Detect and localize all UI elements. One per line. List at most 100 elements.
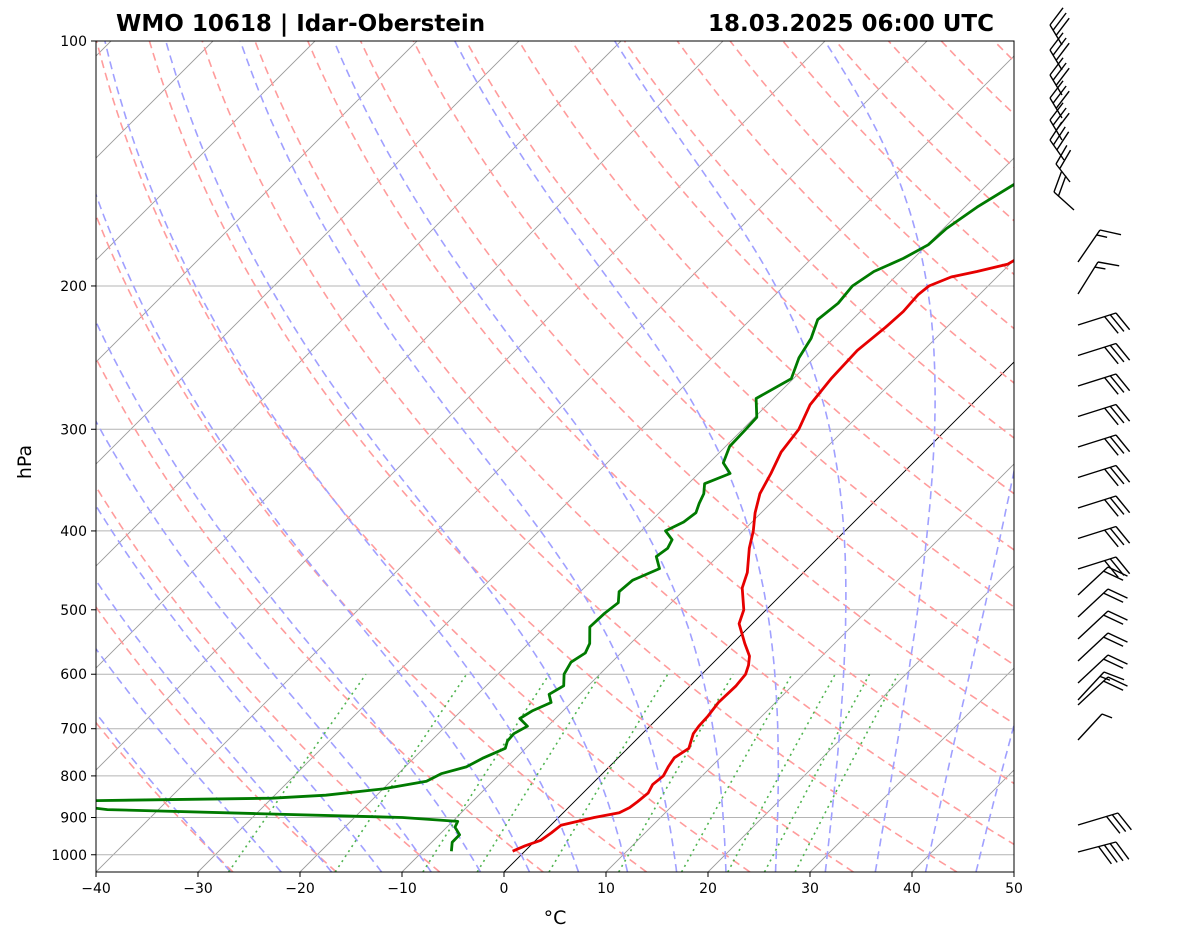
wind-barb-flag	[1052, 37, 1067, 56]
wind-barb-flag	[1104, 407, 1119, 426]
wind-barb-flag	[1094, 266, 1106, 270]
wind-barb-flag	[1115, 373, 1131, 392]
dry-adiabat	[782, 41, 1014, 276]
wind-barb-flag	[1097, 261, 1120, 267]
wind-barb-flag	[1104, 499, 1119, 517]
moist-adiabat	[454, 41, 780, 872]
x-tick-label: 20	[699, 881, 717, 897]
y-tick-label: 500	[60, 603, 87, 619]
wind-barb-flag	[1055, 90, 1070, 109]
dry-adiabat	[1047, 41, 1181, 872]
wind-barb-flag	[1052, 85, 1067, 104]
wind-barb-flag	[1049, 7, 1064, 26]
x-tick-label: 50	[1005, 881, 1023, 897]
wind-barb-staff	[1077, 588, 1109, 618]
wind-barb-flag	[1104, 529, 1119, 548]
wind-barb-flag	[1098, 846, 1112, 865]
wind-barb-flag	[1109, 843, 1124, 862]
moist-adiabat	[96, 579, 333, 872]
y-tick-label: 900	[60, 811, 87, 827]
isotherm	[96, 41, 316, 261]
wind-barb-staff	[1077, 464, 1117, 479]
moist-adiabat	[96, 647, 282, 872]
moist-adiabat	[96, 192, 531, 872]
wind-barb-flag	[1115, 526, 1131, 544]
wind-barb-flag	[1055, 67, 1070, 86]
wind-barb-staff	[1077, 403, 1117, 418]
wind-barb-flag	[1056, 131, 1070, 151]
wind-barb-staff	[1077, 261, 1099, 295]
dry-adiabat	[1100, 41, 1181, 872]
dry-adiabat	[835, 41, 1014, 222]
dry-adiabat	[307, 41, 1014, 785]
wind-barb-flag	[1049, 102, 1064, 121]
dry-adiabat	[1153, 41, 1181, 872]
wind-barb-staff	[1077, 632, 1109, 662]
chart-title-station: WMO 10618 | Idar-Oberstein	[116, 11, 485, 37]
wind-barb-flag	[1107, 654, 1128, 665]
moist-adiabat	[96, 504, 383, 872]
wind-barb-flag	[1103, 658, 1124, 669]
x-tick-label: −20	[285, 881, 315, 897]
dry-adiabat	[96, 41, 751, 872]
isotherm	[605, 463, 1014, 872]
wind-barb-flag	[1052, 107, 1067, 126]
wind-barb-flag	[1053, 171, 1063, 193]
wind-barb-staff	[1077, 312, 1117, 326]
dry-adiabat	[412, 41, 1014, 666]
wind-barb-flag	[1107, 632, 1128, 643]
isotherm	[1116, 41, 1181, 872]
wind-barb-staff	[1077, 434, 1117, 448]
wind-barb-staff	[1077, 654, 1109, 684]
mixing-ratio-line	[794, 673, 899, 872]
y-tick-label: 600	[60, 667, 87, 683]
wind-barb-flag	[1105, 816, 1121, 834]
wind-barb-flag	[1109, 436, 1125, 454]
wind-barb-flag	[1115, 465, 1131, 483]
y-axis-ticks: 1000 900 800 700 600 500 400 300 200 100	[51, 34, 96, 864]
moist-adiabat	[333, 41, 727, 872]
moist-adiabat	[239, 41, 678, 872]
wind-barb-flag	[1049, 32, 1064, 51]
moist-adiabat	[975, 722, 1014, 872]
wind-barb-flag	[1109, 375, 1125, 393]
chart-title-datetime: 18.03.2025 06:00 UTC	[708, 11, 994, 37]
dry-adiabat	[518, 41, 1014, 551]
wind-barb-flag	[1096, 234, 1108, 238]
dry-adiabat	[359, 41, 1014, 725]
wind-barb-flag	[1109, 527, 1125, 546]
y-tick-label: 1000	[51, 848, 87, 864]
mixing-ratio-line	[476, 673, 601, 872]
dry-adiabat	[623, 41, 1014, 439]
wind-barb-flag	[1103, 636, 1124, 647]
wind-barb-flag	[1103, 614, 1124, 625]
moist-adiabat	[96, 419, 432, 872]
x-tick-label: −10	[387, 881, 417, 897]
mixing-ratio-line	[727, 673, 836, 872]
wind-barb-flag	[1103, 570, 1124, 581]
wind-barb-flag	[1052, 62, 1067, 81]
wind-barb-staff	[1049, 139, 1065, 161]
y-tick-label: 700	[60, 722, 87, 738]
wind-barbs	[1049, 7, 1132, 865]
isotherm	[911, 769, 1014, 872]
plot-frame	[95, 40, 1015, 873]
dry-adiabat	[201, 41, 958, 872]
wind-barb-flag	[1115, 841, 1130, 860]
mixing-ratio-line	[227, 673, 367, 872]
dry-adiabat	[254, 41, 1014, 846]
wind-barb-flag	[1109, 497, 1125, 515]
wind-barb-flag	[1109, 466, 1125, 485]
mixing-ratio-line	[763, 673, 871, 872]
isotherm	[96, 41, 520, 465]
mixing-ratio-line	[422, 673, 550, 872]
moist-adiabat	[96, 319, 482, 872]
isotherm	[197, 55, 1014, 872]
y-tick-label: 800	[60, 769, 87, 785]
isotherm	[707, 565, 1014, 872]
wind-barb-flag	[1099, 229, 1122, 236]
wind-barb-staff	[1077, 671, 1105, 701]
dry-adiabat	[148, 41, 854, 872]
wind-barb-flag	[1115, 495, 1131, 514]
isotherm	[299, 157, 1014, 872]
